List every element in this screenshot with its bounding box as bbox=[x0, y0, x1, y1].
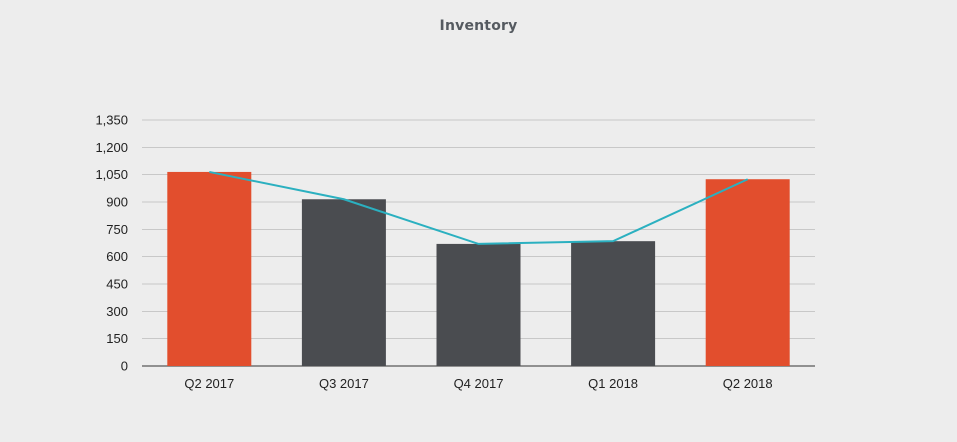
x-tick-label: Q4 2017 bbox=[454, 376, 504, 391]
y-tick-label: 900 bbox=[106, 195, 128, 210]
y-tick-label: 0 bbox=[121, 359, 128, 374]
chart-title: Inventory bbox=[439, 18, 518, 34]
bar bbox=[301, 199, 386, 366]
y-tick-label: 150 bbox=[106, 331, 128, 346]
x-axis: Q2 2017 Q3 2017 Q4 2017 Q1 2018 Q2 2018 bbox=[184, 376, 772, 391]
y-tick-label: 1,050 bbox=[95, 167, 128, 182]
bar bbox=[705, 179, 790, 366]
x-tick-label: Q2 2017 bbox=[184, 376, 234, 391]
y-tick-label: 600 bbox=[106, 249, 128, 264]
bar bbox=[167, 171, 252, 366]
y-axis: 0 150 300 450 600 750 900 1,050 1,200 1,350 bbox=[95, 113, 128, 374]
y-tick-label: 450 bbox=[106, 277, 128, 292]
bar bbox=[436, 243, 521, 366]
bar bbox=[571, 241, 656, 366]
line-series bbox=[209, 170, 749, 245]
trend-line bbox=[209, 170, 749, 245]
x-tick-label: Q1 2018 bbox=[588, 376, 638, 391]
y-tick-label: 300 bbox=[106, 304, 128, 319]
bar-series bbox=[167, 171, 790, 366]
x-tick-label: Q2 2018 bbox=[723, 376, 773, 391]
y-tick-label: 1,350 bbox=[95, 113, 128, 128]
y-tick-label: 1,200 bbox=[95, 140, 128, 155]
y-tick-label: 750 bbox=[106, 222, 128, 237]
x-tick-label: Q3 2017 bbox=[319, 376, 369, 391]
